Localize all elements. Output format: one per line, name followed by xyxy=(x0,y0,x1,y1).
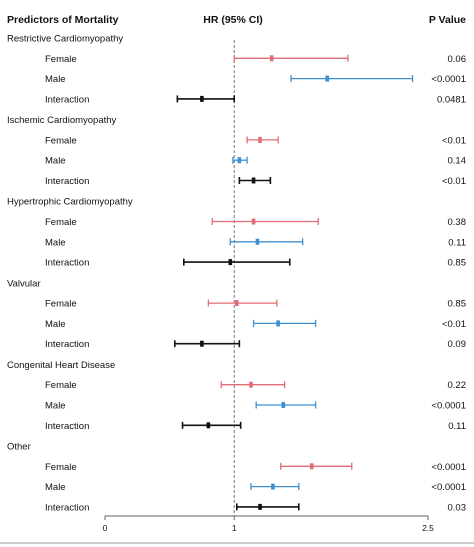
p-value: <0.0001 xyxy=(431,482,466,493)
hr-point xyxy=(271,483,275,490)
p-value: 0.03 xyxy=(448,502,467,513)
hr-point xyxy=(281,402,286,408)
hr-point xyxy=(200,95,204,102)
ci-bar-male xyxy=(252,319,317,327)
group-label: Valvular xyxy=(7,278,41,289)
row-label: Interaction xyxy=(45,258,89,269)
header-pvalue: P Value xyxy=(429,14,466,26)
ci-bar-male xyxy=(255,401,317,409)
hr-point xyxy=(325,75,330,82)
row-label: Interaction xyxy=(45,176,89,187)
p-value: 0.06 xyxy=(448,54,467,65)
p-value: <0.01 xyxy=(442,319,466,330)
hr-point xyxy=(276,320,280,327)
x-tick-label: 0 xyxy=(103,523,108,533)
hr-point xyxy=(251,177,256,184)
hr-point xyxy=(309,463,314,470)
hr-point xyxy=(249,381,253,388)
x-tick-label: 2.5 xyxy=(422,523,434,533)
ci-bar-interaction xyxy=(176,95,235,103)
x-tick-label: 1 xyxy=(232,523,237,533)
p-value: 0.14 xyxy=(448,156,467,167)
hr-point xyxy=(200,340,204,347)
row-label: Interaction xyxy=(45,94,89,105)
p-value: 0.0481 xyxy=(437,94,466,105)
hr-point xyxy=(258,503,262,510)
p-value: <0.0001 xyxy=(431,462,466,473)
group-label: Hypertrophic Cardiomyopathy xyxy=(7,197,133,208)
p-value: 0.22 xyxy=(448,380,467,391)
row-label: Male xyxy=(45,74,66,85)
ci-bar-interaction xyxy=(183,258,291,266)
p-value: 0.09 xyxy=(448,339,467,350)
row-label: Interaction xyxy=(45,502,89,513)
group-label: Restrictive Cardiomyopathy xyxy=(7,34,123,45)
ci-bar-female xyxy=(207,299,278,307)
hr-point xyxy=(258,136,262,143)
hr-point xyxy=(251,218,256,225)
p-value: <0.01 xyxy=(442,135,466,146)
ci-bar-female xyxy=(211,218,319,225)
p-value: 0.38 xyxy=(448,217,467,228)
hr-point xyxy=(206,422,211,429)
hr-point xyxy=(228,259,233,266)
p-value: 0.85 xyxy=(448,258,467,269)
ci-bar-male xyxy=(229,238,304,246)
row-label: Female xyxy=(45,380,77,391)
row-label: Interaction xyxy=(45,421,89,432)
hr-point xyxy=(269,55,274,62)
ci-bar-interaction xyxy=(181,421,242,429)
row-label: Female xyxy=(45,54,77,65)
ci-bar-female xyxy=(220,381,286,389)
row-label: Male xyxy=(45,156,66,167)
row-label: Male xyxy=(45,319,66,330)
p-value: <0.0001 xyxy=(431,401,466,412)
ci-bar-female xyxy=(246,136,279,144)
row-label: Male xyxy=(45,401,66,412)
ci-bar-male xyxy=(250,483,300,491)
ci-bar-male xyxy=(290,75,414,83)
row-label: Male xyxy=(45,482,66,493)
row-label: Male xyxy=(45,237,66,248)
ci-bar-female xyxy=(233,54,349,62)
row-label: Female xyxy=(45,299,77,310)
group-label: Congenital Heart Disease xyxy=(7,360,115,371)
ci-bar-interaction xyxy=(235,503,300,511)
hr-point xyxy=(237,157,242,164)
row-label: Female xyxy=(45,135,77,146)
p-value: <0.0001 xyxy=(431,74,466,85)
header-predictors: Predictors of Mortality xyxy=(7,14,119,26)
hr-point xyxy=(234,300,239,307)
ci-bar-male xyxy=(232,156,248,164)
group-label: Ischemic Cardiomyopathy xyxy=(7,115,117,126)
ci-bar-interaction xyxy=(238,177,272,184)
p-value: 0.85 xyxy=(448,299,467,310)
row-label: Female xyxy=(45,217,77,228)
p-value: 0.11 xyxy=(448,237,466,248)
ci-bar-female xyxy=(280,462,353,470)
p-value: <0.01 xyxy=(442,176,466,187)
row-label: Interaction xyxy=(45,339,89,350)
row-label: Female xyxy=(45,462,77,473)
group-label: Other xyxy=(7,442,31,453)
ci-bar-interaction xyxy=(173,340,241,348)
p-value: 0.11 xyxy=(448,421,466,432)
chart-marks: Restrictive Cardiomyopathy Female 0.06 Male… xyxy=(0,34,474,544)
header-hr: HR (95% CI) xyxy=(203,14,263,26)
hr-point xyxy=(255,238,260,245)
